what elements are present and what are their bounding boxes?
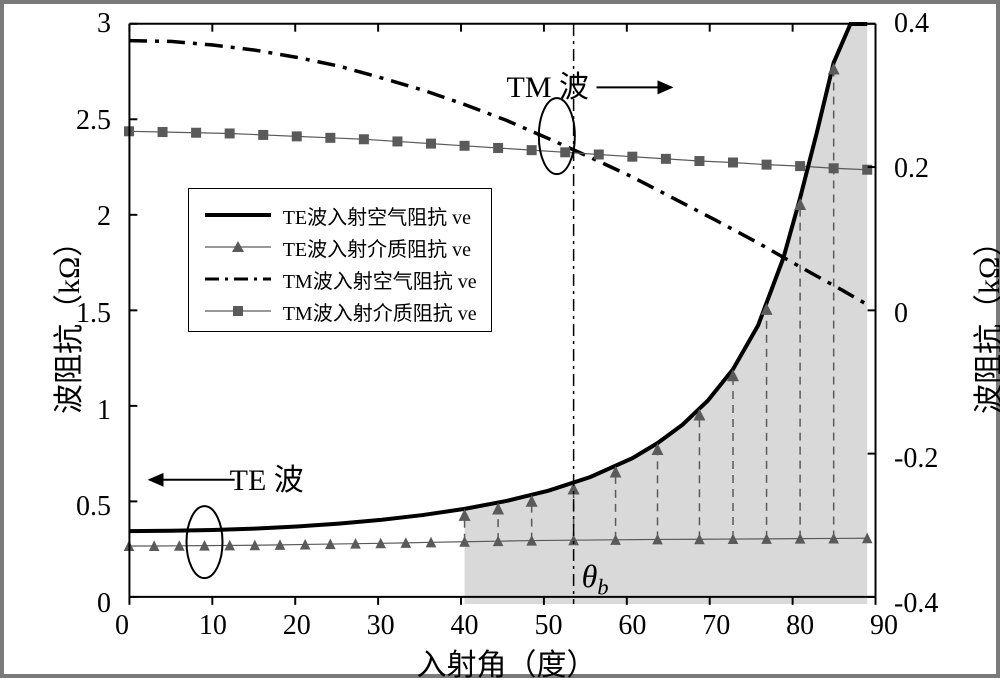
yR-tick-label: -0.2 — [894, 443, 938, 475]
yL-tick-label: 2 — [97, 201, 111, 233]
x-tick-label: 40 — [451, 610, 479, 642]
x-tick-label: 0 — [115, 610, 129, 642]
yL-tick-label: 0 — [97, 588, 111, 620]
yR-tick-label: -0.4 — [894, 588, 938, 620]
axes-svg — [4, 4, 996, 674]
yL-tick-label: 2.5 — [76, 105, 111, 137]
yR-tick-label: 0.2 — [894, 153, 929, 185]
chart-frame: 入射角（度） 波阻抗（kΩ） 波阻抗（kΩ） TM 波 TE 波 θb TE波入… — [0, 0, 1000, 678]
yR-tick-label: 0 — [894, 298, 908, 330]
yR-tick-label: 0.4 — [894, 8, 929, 40]
yL-tick-label: 3 — [97, 8, 111, 40]
yL-tick-label: 1 — [97, 395, 111, 427]
yL-tick-label: 1.5 — [76, 298, 111, 330]
x-tick-label: 10 — [199, 610, 227, 642]
yL-tick-label: 0.5 — [76, 491, 111, 523]
x-tick-label: 20 — [283, 610, 311, 642]
x-tick-label: 30 — [367, 610, 395, 642]
x-tick-label: 70 — [702, 610, 730, 642]
x-tick-label: 50 — [534, 610, 562, 642]
x-tick-label: 80 — [786, 610, 814, 642]
x-tick-label: 60 — [618, 610, 646, 642]
